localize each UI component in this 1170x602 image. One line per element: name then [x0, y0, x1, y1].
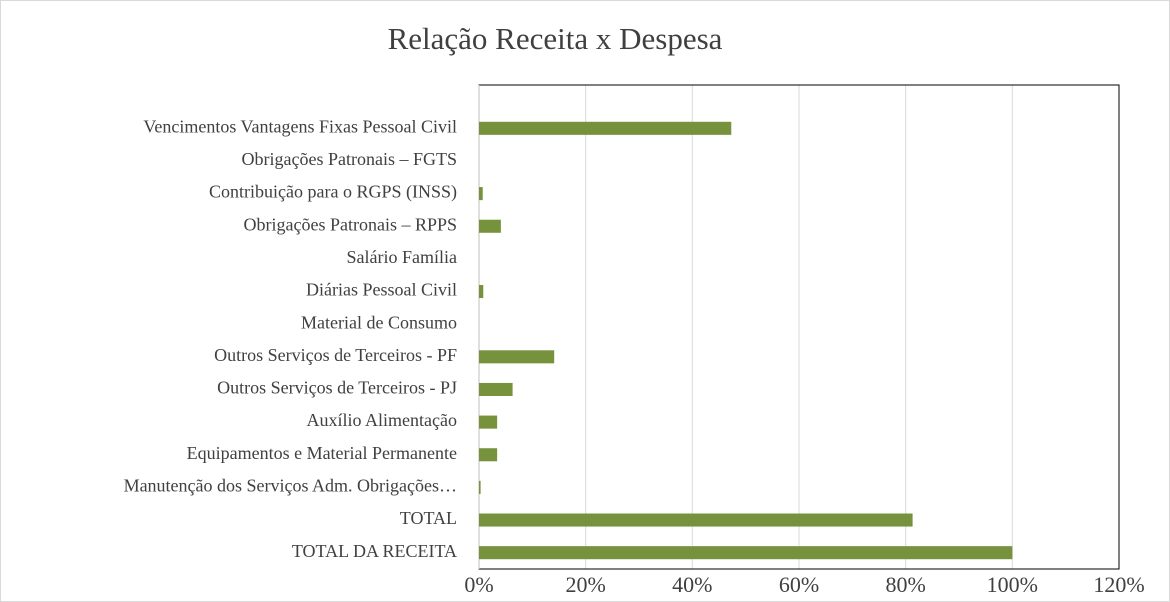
y-tick-label: Auxílio Alimentação	[307, 410, 457, 430]
bar	[479, 415, 498, 429]
bar	[479, 121, 732, 135]
bar	[479, 513, 913, 527]
x-tick-label: 120%	[1093, 572, 1144, 597]
y-tick-label: TOTAL	[400, 508, 457, 528]
bar	[479, 382, 513, 396]
y-tick-label: Obrigações Patronais – FGTS	[242, 149, 457, 169]
x-tick-label: 100%	[987, 572, 1038, 597]
x-tick-label: 80%	[886, 572, 926, 597]
y-tick-label: TOTAL DA RECEITA	[292, 541, 457, 561]
y-tick-label: Vencimentos Vantagens Fixas Pessoal Civi…	[143, 116, 457, 136]
bar	[479, 448, 498, 462]
y-tick-label: Contribuição para o RGPS (INSS)	[209, 182, 457, 203]
y-tick-label: Manutenção dos Serviços Adm. Obrigações…	[124, 476, 457, 496]
y-tick-label: Outros Serviços de Terceiros - PF	[214, 345, 457, 365]
y-tick-label: Equipamentos e Material Permanente	[187, 443, 457, 463]
y-tick-label: Outros Serviços de Terceiros - PJ	[217, 378, 457, 398]
x-tick-label: 60%	[779, 572, 819, 597]
y-tick-label: Material de Consumo	[301, 312, 457, 332]
bar	[479, 350, 555, 364]
bar	[479, 285, 484, 299]
y-tick-label: Diárias Pessoal Civil	[306, 280, 457, 300]
y-tick-label: Salário Família	[347, 247, 457, 267]
bar	[479, 546, 1013, 560]
bar	[479, 480, 481, 494]
bar	[479, 219, 501, 233]
x-tick-label: 0%	[464, 572, 493, 597]
y-tick-label: Obrigações Patronais – RPPS	[244, 214, 458, 234]
x-tick-label: 20%	[566, 572, 606, 597]
x-tick-label: 40%	[672, 572, 712, 597]
chart-title: Relação Receita x Despesa	[388, 21, 723, 56]
bar	[479, 187, 483, 201]
